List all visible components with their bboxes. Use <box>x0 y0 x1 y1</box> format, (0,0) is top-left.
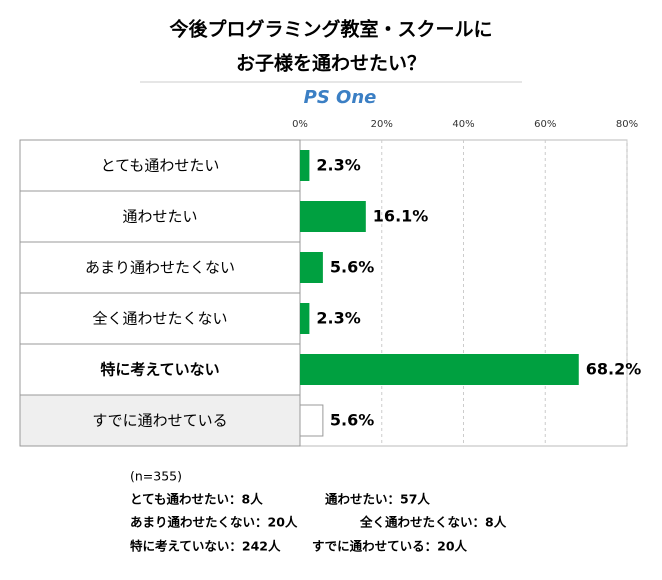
value-label: 5.6% <box>330 411 374 430</box>
value-label: 68.2% <box>586 360 642 379</box>
value-label: 5.6% <box>330 258 374 277</box>
bar <box>300 303 310 334</box>
x-tick-label: 0% <box>292 119 308 130</box>
bar <box>300 201 366 232</box>
category-cell <box>19 292 301 345</box>
value-label: 2.3% <box>316 156 360 175</box>
x-tick-label: 40% <box>452 119 474 130</box>
note: 特に考えていない：242人 <box>130 539 281 554</box>
note: すでに通わせている：20人 <box>312 539 468 554</box>
category-label: すでに通わせている <box>92 412 227 430</box>
note: あまり通わせたくない：20人 <box>130 515 298 530</box>
category-cell <box>19 394 301 447</box>
chart-title: お子様を通わせたい？ <box>236 52 426 75</box>
bar <box>300 150 310 181</box>
category-label: あまり通わせたくない <box>85 259 235 277</box>
category-cell <box>19 343 301 396</box>
note: (n=355) <box>130 469 182 484</box>
x-tick-label: 80% <box>616 119 638 130</box>
note: 全く通わせたくない：8人 <box>359 515 507 530</box>
x-tick-label: 60% <box>534 119 556 130</box>
note: とても通わせたい：8人 <box>130 492 263 507</box>
bar <box>300 354 579 385</box>
category-label: 特に考えていない <box>100 361 219 379</box>
logo: PS One <box>304 87 377 108</box>
bar <box>299 404 324 437</box>
category-cell <box>19 241 301 294</box>
category-label: 全く通わせたくない <box>92 310 227 328</box>
category-label: 通わせたい <box>122 208 197 226</box>
bar <box>300 252 323 283</box>
note: 通わせたい：57人 <box>325 492 430 507</box>
value-label: 2.3% <box>316 309 360 328</box>
x-tick-label: 20% <box>371 119 393 130</box>
value-label: 16.1% <box>373 207 429 226</box>
category-label: とても通わせたい <box>101 157 220 175</box>
chart-title: 今後プログラミング教室・スクールに <box>168 18 492 41</box>
